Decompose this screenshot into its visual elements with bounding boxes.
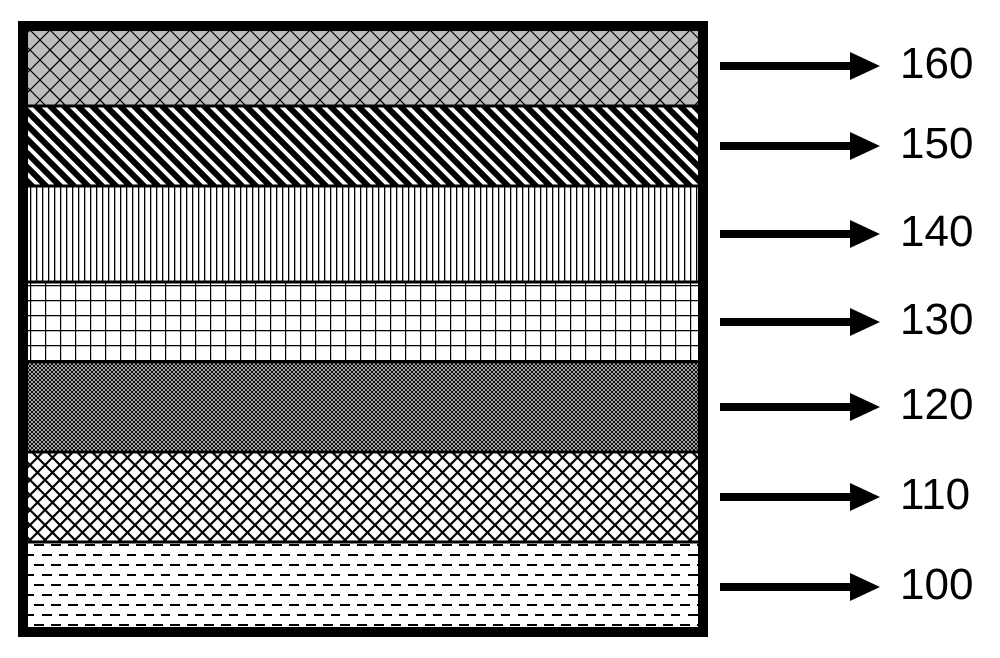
layer-L100	[23, 542, 703, 632]
arrow-L160	[720, 52, 880, 80]
label-L130: 130	[900, 295, 973, 345]
label-L160: 160	[900, 39, 973, 89]
diagram-stage: 160 150 140 130 120 110 100	[0, 0, 1000, 658]
layer-L140	[23, 186, 703, 282]
label-L150: 150	[900, 119, 973, 169]
arrow-L100	[720, 573, 880, 601]
arrow-L130	[720, 308, 880, 336]
label-L120: 120	[900, 380, 973, 430]
layer-L120	[23, 362, 703, 452]
arrow-L140	[720, 220, 880, 248]
arrow-L150	[720, 132, 880, 160]
layer-L150	[23, 106, 703, 186]
label-L110: 110	[900, 470, 970, 520]
label-L140: 140	[900, 207, 973, 257]
arrow-L110	[720, 483, 880, 511]
layer-L160	[23, 26, 703, 106]
arrow-L120	[720, 393, 880, 421]
diagram-svg	[0, 0, 1000, 658]
layer-L110	[23, 452, 703, 542]
layer-L130	[23, 282, 703, 362]
label-L100: 100	[900, 560, 973, 610]
